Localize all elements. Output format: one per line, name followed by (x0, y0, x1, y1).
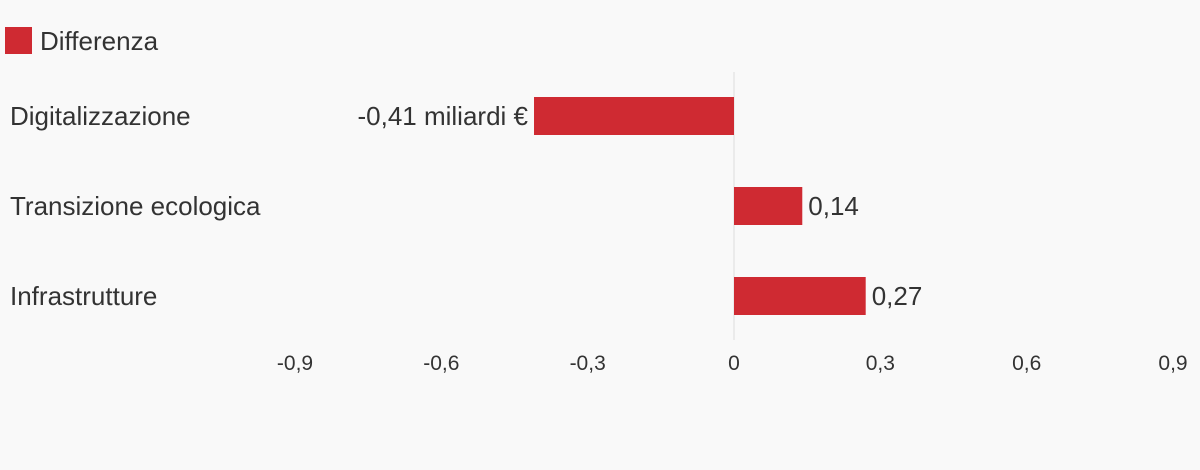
category-label-digitalizzazione: Digitalizzazione (10, 101, 191, 131)
legend-swatch-differenza (5, 27, 32, 54)
category-label-infrastrutture: Infrastrutture (10, 281, 157, 311)
x-tick-label: 0 (728, 352, 740, 375)
bar-digitalizzazione (534, 97, 734, 135)
x-axis-tick-labels: -0,9 -0,6 -0,3 0 0,3 0,6 0,9 (277, 352, 1188, 375)
x-tick-label: 0,6 (1012, 352, 1041, 375)
bars (534, 97, 866, 315)
bar-transizione-ecologica (734, 187, 803, 225)
value-labels: -0,41 miliardi € 0,14 0,27 (357, 101, 922, 311)
value-label-infrastrutture: 0,27 (872, 281, 923, 311)
category-labels: Digitalizzazione Transizione ecologica Inf… (10, 101, 261, 311)
x-tick-label: 0,3 (866, 352, 895, 375)
bar-infrastrutture (734, 277, 866, 315)
x-tick-label: -0,9 (277, 352, 313, 375)
x-tick-label: 0,9 (1158, 352, 1187, 375)
value-label-digitalizzazione: -0,41 miliardi € (357, 101, 528, 131)
value-label-transizione-ecologica: 0,14 (808, 191, 859, 221)
legend: Differenza (5, 26, 159, 56)
legend-label-differenza: Differenza (40, 26, 159, 56)
x-tick-label: -0,3 (570, 352, 606, 375)
x-tick-label: -0,6 (423, 352, 459, 375)
category-label-transizione-ecologica: Transizione ecologica (10, 191, 261, 221)
